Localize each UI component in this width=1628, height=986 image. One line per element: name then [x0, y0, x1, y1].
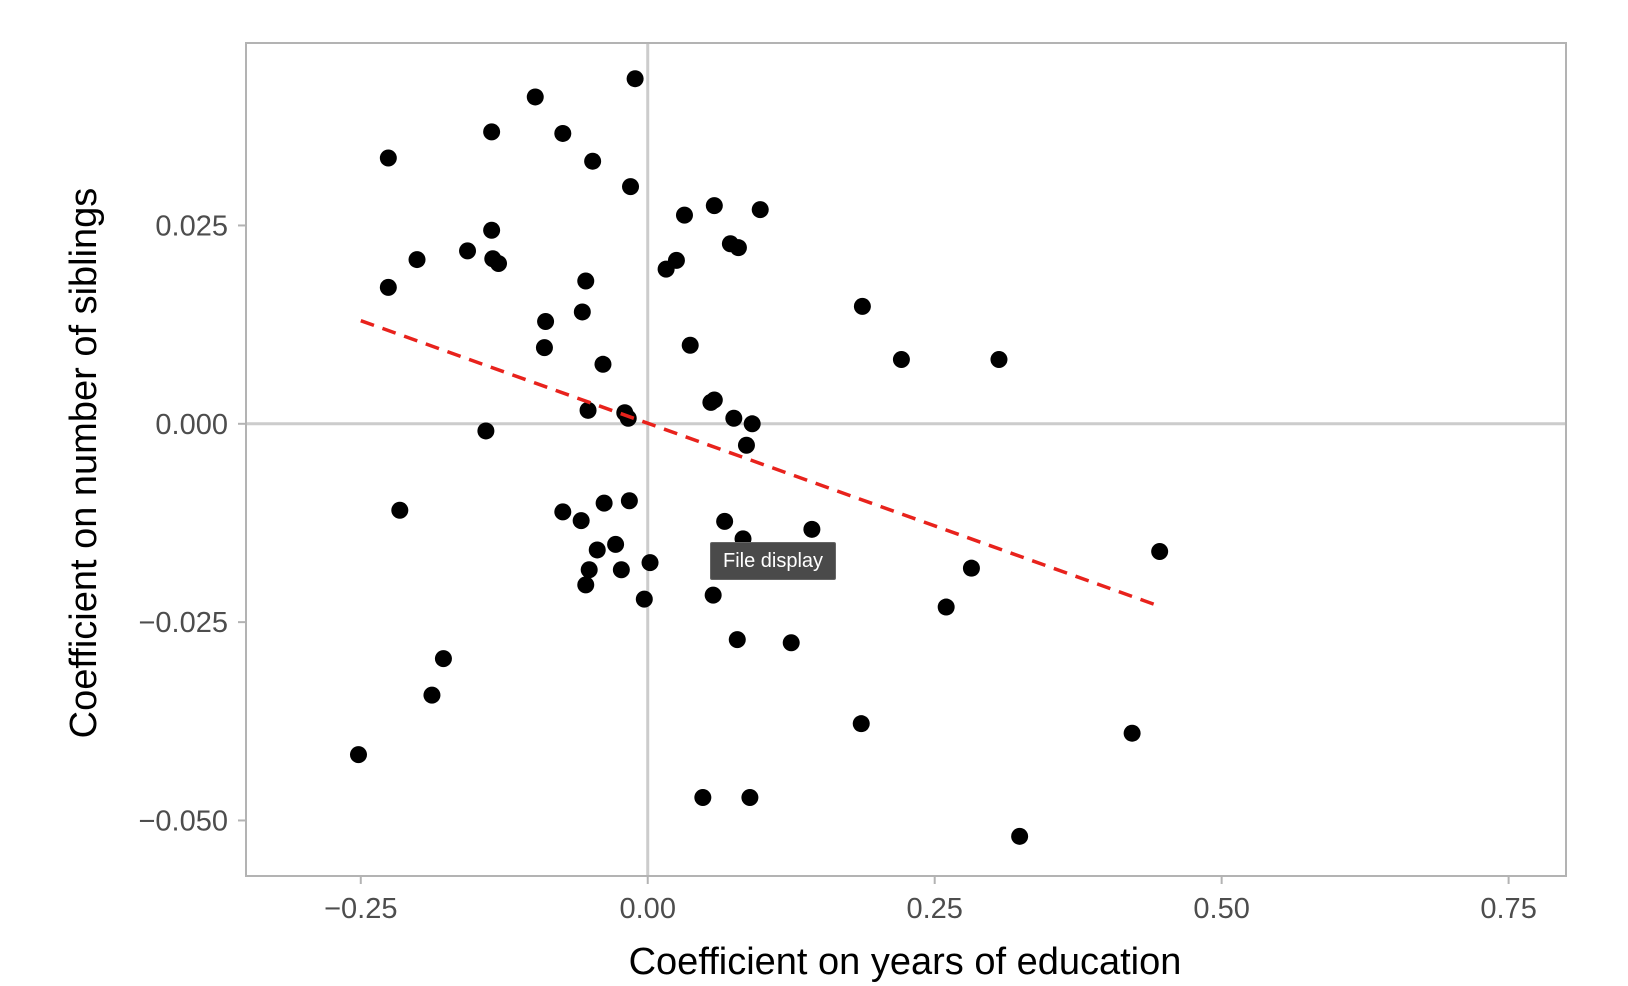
- data-point: [584, 152, 602, 170]
- x-tick-label: 0.00: [620, 893, 676, 925]
- data-point: [391, 501, 409, 519]
- y-tick-label: 0.000: [155, 409, 228, 441]
- data-point: [626, 70, 644, 88]
- data-point: [694, 788, 712, 806]
- data-point: [803, 520, 821, 538]
- data-point: [594, 355, 612, 373]
- data-point: [434, 650, 452, 668]
- data-point: [379, 149, 397, 167]
- data-point: [729, 239, 747, 257]
- data-point: [635, 590, 653, 608]
- data-point: [483, 123, 501, 141]
- plot-frame: [245, 42, 1567, 877]
- y-tick-label: −0.025: [138, 607, 228, 639]
- data-point: [716, 512, 734, 530]
- data-point: [379, 278, 397, 296]
- data-point: [728, 631, 746, 649]
- data-point: [702, 393, 720, 411]
- data-point: [641, 554, 659, 572]
- data-point: [573, 303, 591, 321]
- data-point: [595, 494, 613, 512]
- data-point: [782, 634, 800, 652]
- data-point: [577, 272, 595, 290]
- data-point: [681, 336, 699, 354]
- data-point: [853, 297, 871, 315]
- y-tick-label: 0.025: [155, 210, 228, 242]
- data-point: [852, 715, 870, 733]
- data-point: [741, 788, 759, 806]
- data-point: [962, 559, 980, 577]
- data-point: [612, 561, 630, 579]
- data-point: [620, 492, 638, 510]
- data-point: [490, 255, 508, 273]
- data-point: [704, 586, 722, 604]
- data-point: [751, 201, 769, 219]
- x-tick-label: 0.75: [1480, 893, 1536, 925]
- data-point: [607, 535, 625, 553]
- data-point: [588, 541, 606, 559]
- data-point: [1123, 724, 1141, 742]
- data-point: [554, 124, 572, 142]
- data-point: [579, 401, 597, 419]
- data-point: [477, 422, 495, 440]
- data-point: [537, 312, 555, 330]
- data-point: [990, 351, 1008, 369]
- file-display-tooltip: File display: [710, 542, 837, 580]
- data-point: [554, 503, 572, 521]
- data-point: [737, 436, 755, 454]
- data-point: [725, 409, 743, 427]
- data-point: [459, 242, 477, 260]
- data-point: [657, 260, 675, 278]
- plot-background: [246, 43, 1566, 876]
- data-point: [535, 339, 553, 357]
- y-axis: 0.025 0.000 −0.025 −0.050: [138, 210, 246, 837]
- data-point: [675, 206, 693, 224]
- data-point: [483, 221, 501, 239]
- data-point: [423, 686, 441, 704]
- y-tick-label: −0.050: [138, 805, 228, 837]
- data-point: [892, 351, 910, 369]
- data-point: [526, 88, 544, 106]
- data-point: [937, 598, 955, 616]
- points-layer: [349, 70, 1169, 845]
- data-point: [1151, 543, 1169, 561]
- x-tick-label: 0.25: [906, 893, 962, 925]
- x-axis-title: Coefficient on years of education: [629, 941, 1182, 983]
- data-point: [1011, 827, 1029, 845]
- y-axis-title: Coefficient on number of siblings: [63, 188, 105, 739]
- data-point: [580, 561, 598, 579]
- data-point: [577, 576, 595, 594]
- fit-line: [360, 319, 1161, 608]
- x-axis: −0.25 0.00 0.25 0.50 0.75: [324, 876, 1537, 925]
- data-point: [349, 746, 367, 764]
- data-point: [705, 197, 723, 215]
- data-point: [408, 251, 426, 269]
- data-point: [622, 178, 640, 196]
- x-tick-label: 0.50: [1193, 893, 1249, 925]
- data-point: [743, 415, 761, 433]
- x-tick-label: −0.25: [324, 893, 397, 925]
- data-point: [572, 512, 590, 530]
